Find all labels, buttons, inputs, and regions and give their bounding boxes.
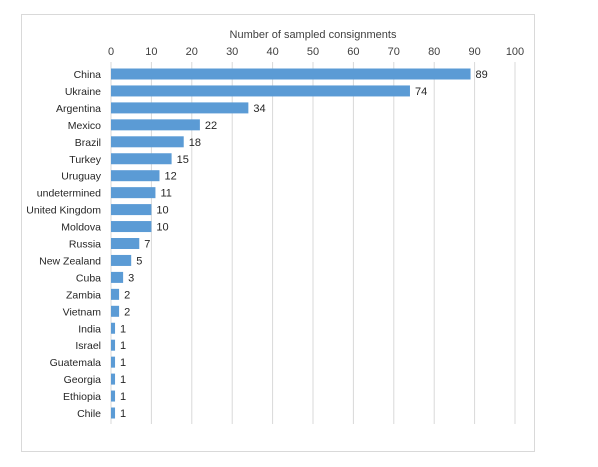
category-label: Zambia [66, 289, 101, 301]
value-label: 10 [156, 205, 168, 217]
x-tick-label: 60 [347, 46, 359, 58]
value-label: 34 [253, 103, 265, 115]
value-label: 1 [120, 340, 126, 352]
x-tick-label: 80 [428, 46, 440, 58]
bar [111, 238, 140, 249]
x-axis-title: Number of sampled consignments [230, 29, 397, 41]
category-label: undetermined [37, 188, 101, 200]
value-label: 1 [120, 374, 126, 386]
category-label: Cuba [76, 272, 101, 284]
category-label: Guatemala [50, 357, 102, 369]
gridlines [110, 62, 516, 424]
bar [111, 221, 152, 233]
category-label: Russia [69, 239, 101, 251]
bar [111, 85, 410, 97]
value-label: 1 [120, 323, 126, 335]
x-tick-label: 10 [145, 46, 157, 58]
category-label: Argentina [56, 103, 101, 115]
value-label: 2 [124, 306, 130, 318]
value-label: 74 [415, 86, 427, 98]
category-label: Moldova [61, 222, 101, 234]
value-label: 1 [120, 408, 126, 420]
bar [111, 170, 160, 182]
category-label: Georgia [64, 374, 102, 386]
category-label: Ethiopia [63, 391, 101, 403]
bar [111, 390, 116, 402]
category-label: India [78, 323, 101, 335]
bar [111, 204, 152, 216]
category-label: Mexico [68, 120, 101, 132]
x-tick-label: 70 [388, 46, 400, 58]
value-label: 22 [205, 120, 217, 132]
bar [111, 305, 120, 317]
bar [111, 288, 120, 300]
bar [111, 187, 156, 199]
value-label: 7 [144, 239, 150, 251]
value-label: 3 [128, 272, 134, 284]
x-tick-label: 100 [506, 46, 524, 58]
value-label: 2 [124, 289, 130, 301]
x-tick-label: 0 [108, 46, 114, 58]
x-tick-label: 20 [186, 46, 198, 58]
value-label: 5 [136, 255, 142, 267]
category-label: Chile [77, 408, 101, 420]
value-label: 15 [177, 154, 189, 166]
value-label: 1 [120, 357, 126, 369]
bar [111, 153, 172, 165]
bar [111, 254, 132, 266]
bar [111, 68, 471, 80]
category-label: Ukraine [65, 86, 101, 98]
x-axis-ticks: 0 10 20 30 40 50 60 70 80 90 100 [108, 46, 524, 58]
bar [111, 271, 124, 283]
bar [111, 322, 116, 334]
x-tick-label: 50 [307, 46, 319, 58]
category-label: Brazil [75, 137, 101, 149]
bar [111, 356, 116, 368]
category-label: Turkey [69, 154, 101, 166]
bars [111, 68, 471, 419]
bar [111, 339, 116, 351]
value-label: 11 [160, 188, 171, 200]
category-labels: China Ukraine Argentina Mexico Brazil Turkey U… [26, 69, 101, 420]
bar [111, 102, 249, 114]
x-tick-label: 90 [468, 46, 480, 58]
value-label: 1 [120, 391, 126, 403]
value-label: 12 [164, 171, 176, 183]
category-label: Israel [75, 340, 101, 352]
value-label: 89 [476, 69, 488, 81]
category-label: United Kingdom [26, 205, 101, 217]
bar [111, 373, 116, 385]
category-label: Vietnam [63, 306, 102, 318]
x-tick-label: 40 [266, 46, 278, 58]
category-label: China [74, 69, 102, 81]
value-label: 18 [189, 137, 201, 149]
bar [111, 136, 184, 148]
bar [111, 119, 200, 131]
category-label: New Zealand [39, 255, 101, 267]
category-label: Uruguay [61, 171, 101, 183]
x-tick-label: 30 [226, 46, 238, 58]
bar [111, 407, 116, 419]
value-label: 10 [156, 222, 168, 234]
